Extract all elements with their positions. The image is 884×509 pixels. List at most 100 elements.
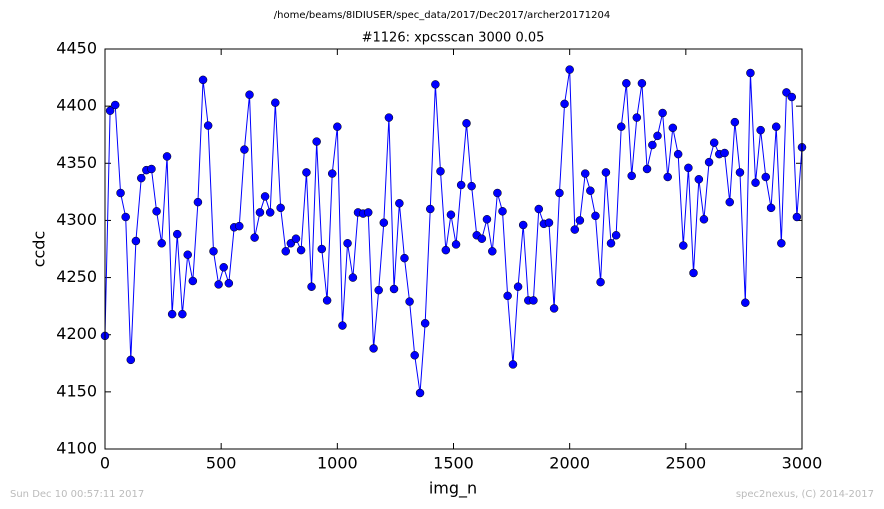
marker — [327, 169, 337, 178]
y-axis-label: ccdc — [30, 231, 49, 268]
marker — [663, 172, 672, 182]
marker — [679, 241, 688, 250]
y-tick-label: 4450 — [56, 39, 97, 58]
marker — [441, 245, 451, 255]
marker — [704, 157, 714, 167]
marker — [653, 131, 662, 141]
marker — [245, 90, 254, 99]
marker — [240, 145, 249, 154]
marker — [534, 204, 544, 214]
marker — [431, 80, 440, 89]
marker — [756, 125, 765, 135]
marker — [374, 285, 383, 295]
marker — [596, 277, 605, 287]
marker — [544, 218, 554, 227]
marker — [333, 122, 342, 131]
marker — [642, 164, 652, 174]
marker — [632, 113, 642, 122]
marker — [188, 276, 198, 286]
marker — [126, 355, 136, 365]
marker — [363, 208, 373, 217]
marker — [420, 319, 430, 328]
marker — [730, 117, 740, 127]
y-tick-label: 4300 — [56, 210, 97, 229]
marker — [405, 297, 414, 306]
marker — [586, 186, 595, 195]
x-tick-label: 2500 — [665, 454, 706, 473]
marker — [291, 234, 301, 243]
marker — [369, 344, 378, 353]
marker — [116, 188, 125, 198]
y-tick-label: 4400 — [56, 96, 97, 115]
marker — [395, 199, 404, 208]
marker — [384, 113, 394, 122]
x-tick-label: 1500 — [433, 454, 474, 473]
marker — [684, 163, 693, 173]
marker — [709, 138, 719, 147]
marker — [508, 360, 518, 369]
marker — [415, 388, 425, 398]
marker — [482, 215, 492, 224]
y-tick-label: 4350 — [56, 153, 97, 172]
marker — [555, 188, 564, 198]
marker — [131, 236, 141, 246]
marker — [322, 296, 332, 305]
marker — [317, 244, 327, 254]
marker — [193, 197, 203, 207]
marker — [627, 171, 636, 181]
marker — [167, 309, 177, 319]
marker — [105, 106, 115, 115]
marker — [214, 280, 223, 289]
marker — [147, 164, 156, 174]
marker — [787, 92, 797, 102]
marker — [622, 79, 631, 88]
chart-title: #1126: xpcsscan 3000 0.05 — [362, 31, 545, 46]
marker — [720, 148, 729, 158]
marker — [157, 239, 166, 248]
marker — [529, 296, 538, 305]
marker — [281, 247, 291, 256]
marker — [503, 291, 512, 301]
marker — [771, 122, 781, 131]
marker — [162, 152, 172, 161]
marker — [689, 268, 698, 278]
marker — [456, 180, 466, 190]
suptitle: /home/beams/8IDIUSER/spec_data/2017/Dec2… — [274, 10, 610, 21]
marker — [446, 210, 456, 219]
marker — [110, 100, 120, 110]
marker — [343, 239, 352, 248]
marker — [565, 65, 574, 74]
marker — [348, 273, 358, 282]
marker — [436, 167, 445, 176]
marker — [746, 68, 755, 78]
marker — [271, 98, 280, 107]
marker — [611, 231, 621, 240]
marker — [379, 218, 389, 227]
marker — [302, 168, 311, 177]
marker — [312, 137, 321, 146]
marker — [792, 212, 802, 222]
marker — [224, 279, 234, 288]
marker — [183, 250, 192, 259]
marker — [136, 173, 146, 183]
marker — [673, 149, 683, 159]
series-line — [104, 69, 803, 394]
marker — [699, 215, 709, 224]
marker — [751, 178, 760, 187]
x-tick-label: 0 — [100, 454, 110, 473]
marker — [493, 188, 502, 198]
marker — [255, 208, 265, 217]
marker — [477, 234, 487, 243]
y-tick-label: 4100 — [56, 439, 97, 458]
marker — [152, 207, 161, 216]
marker — [389, 284, 399, 294]
marker — [601, 168, 611, 177]
footer-left: Sun Dec 10 00:57:11 2017 — [10, 489, 144, 500]
marker — [410, 351, 419, 360]
marker — [777, 239, 786, 248]
y-tick-label: 4200 — [56, 324, 97, 343]
x-axis-label: img_n — [429, 479, 477, 499]
x-tick-label: 2000 — [549, 454, 590, 473]
marker — [658, 108, 667, 118]
